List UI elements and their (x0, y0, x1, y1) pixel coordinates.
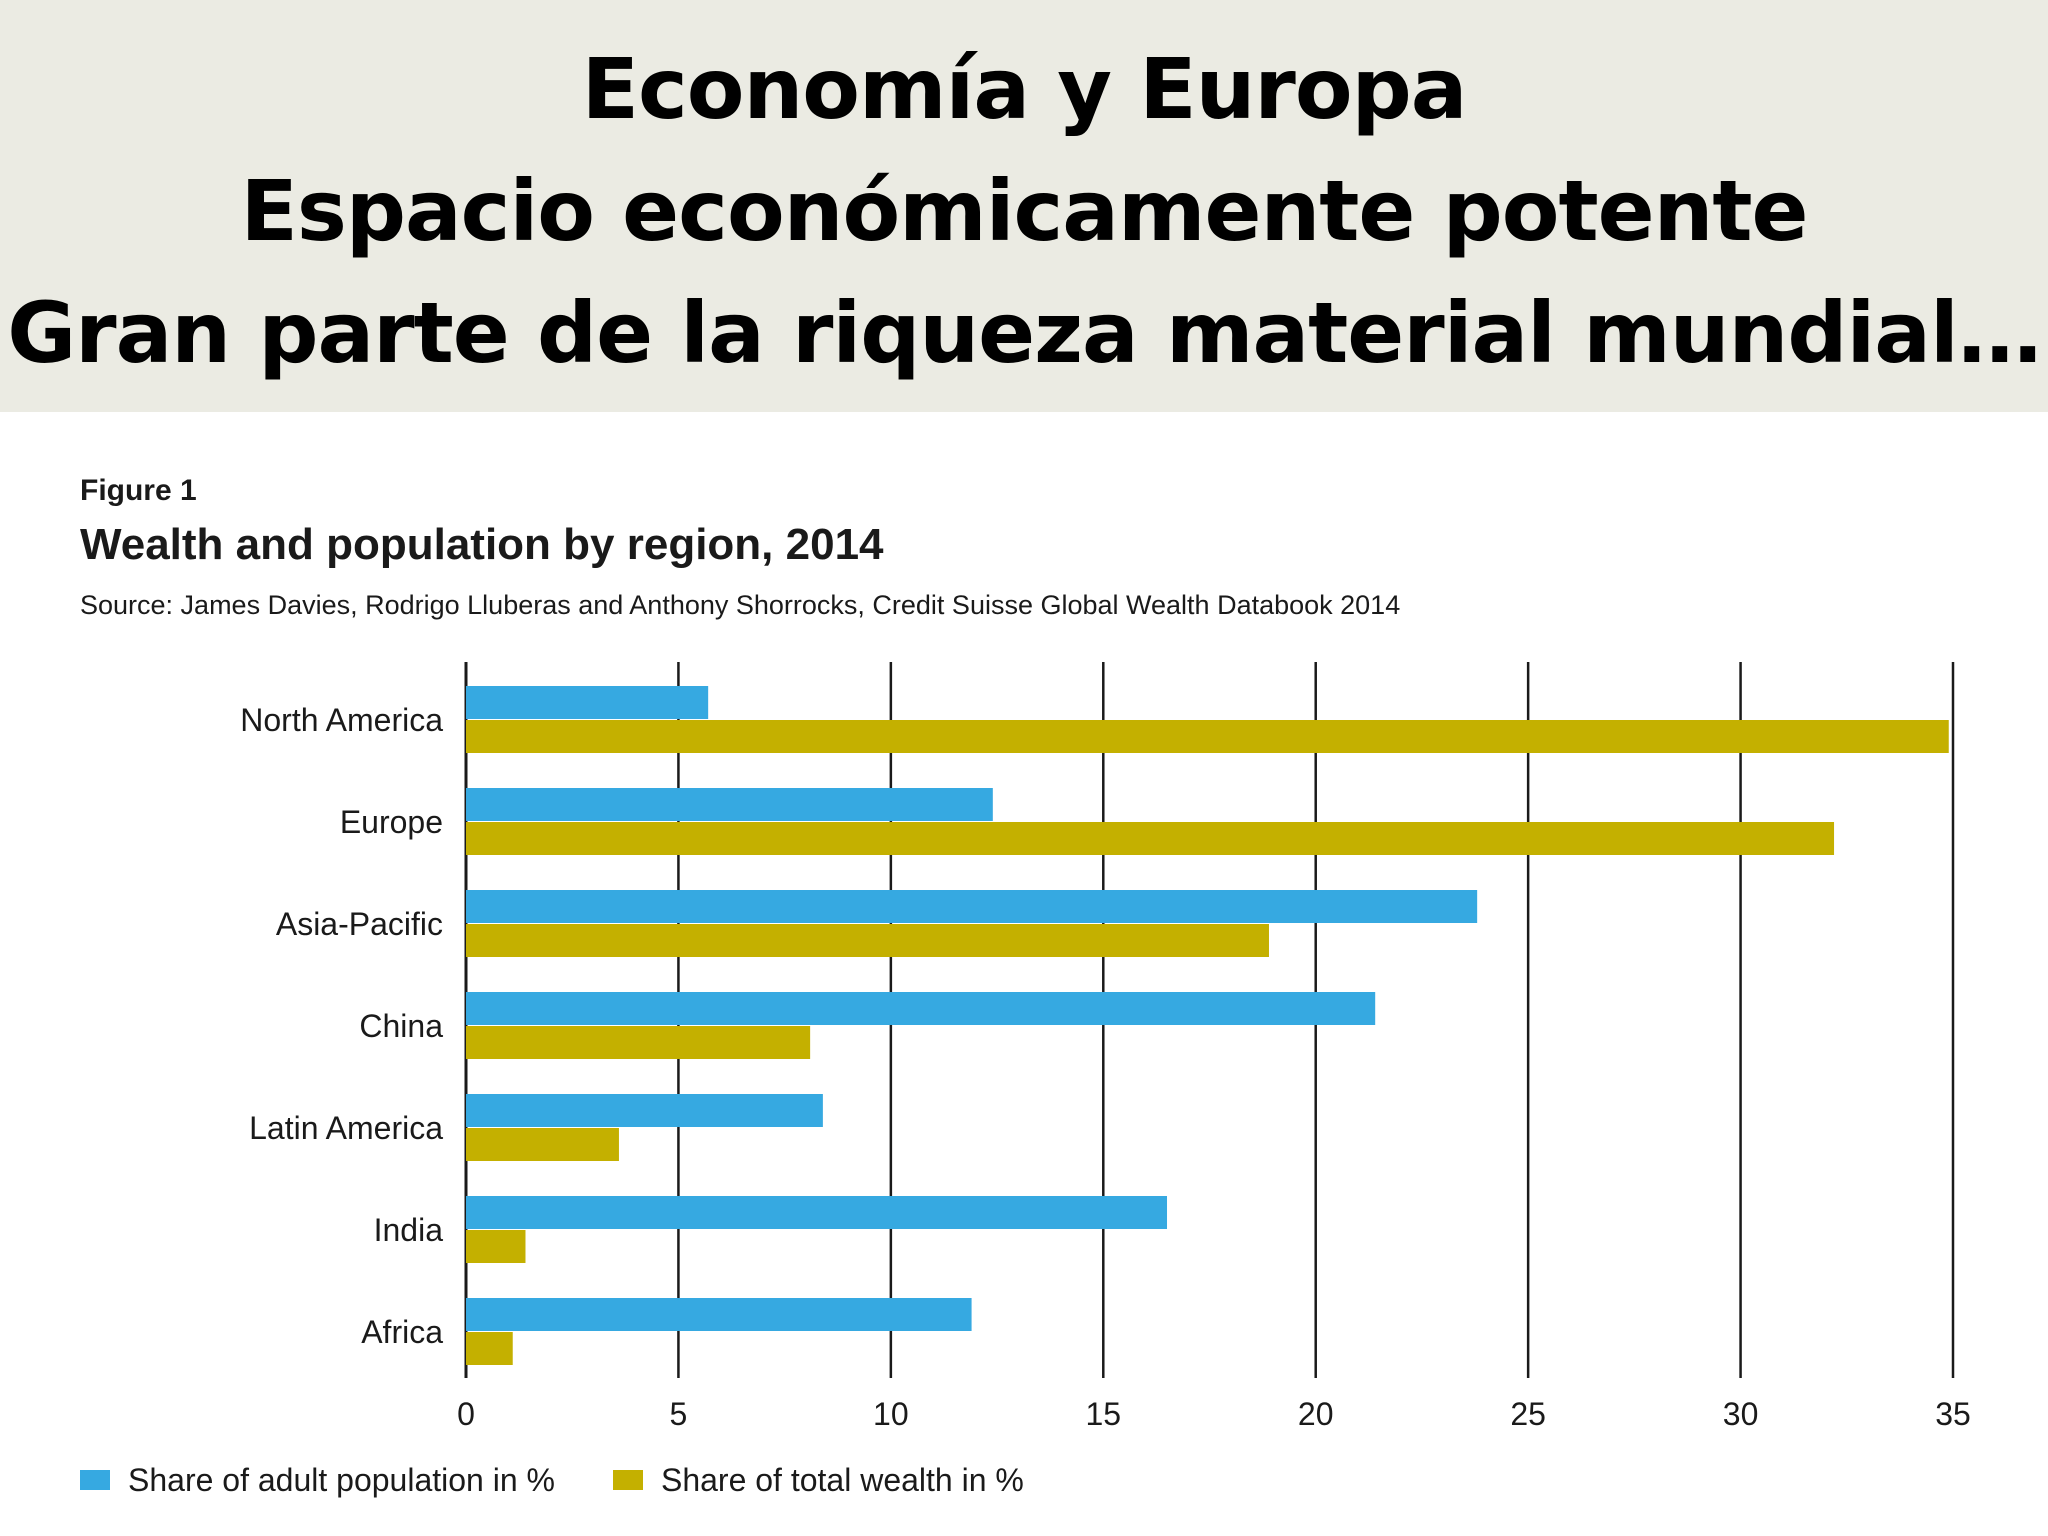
legend-item-wealth: Share of total wealth in % (612, 1461, 1024, 1499)
bar-wealth-india (466, 1230, 526, 1263)
x-tick-label-35: 35 (1935, 1396, 1971, 1432)
legend-item-population: Share of adult population in % (80, 1462, 555, 1499)
bar-wealth-europe (466, 822, 1835, 855)
bar-wealth-china (466, 1026, 811, 1059)
category-label-latin-america: Latin America (249, 1110, 443, 1146)
category-label-india: India (374, 1212, 444, 1248)
bar-population-africa (466, 1298, 972, 1331)
legend-swatch-wealth (612, 1470, 643, 1490)
x-tick-label-15: 15 (1085, 1396, 1121, 1432)
bar-wealth-north-america (466, 720, 1949, 753)
bar-population-india (466, 1196, 1168, 1229)
legend-label-population: Share of adult population in % (128, 1461, 555, 1498)
category-label-north-america: North America (240, 702, 443, 738)
slide-title-line-2: Espacio económicamente potente (240, 162, 1808, 260)
slide-header: Economía y Europa Espacio económicamente… (0, 0, 2048, 412)
bar-population-latin-america (466, 1094, 823, 1127)
category-label-europe: Europe (340, 804, 443, 840)
category-label-china: China (359, 1008, 443, 1044)
slide-title-line-1: Economía y Europa (581, 40, 1468, 138)
bar-wealth-africa (466, 1332, 513, 1365)
bar-population-europe (466, 788, 993, 821)
x-tick-label-20: 20 (1298, 1396, 1334, 1432)
category-label-asia-pacific: Asia-Pacific (276, 906, 443, 942)
bar-population-asia-pacific (466, 890, 1478, 923)
x-tick-label-0: 0 (457, 1396, 475, 1432)
legend-swatch-population (80, 1470, 110, 1490)
x-tick-label-5: 5 (670, 1396, 688, 1432)
legend-label-wealth: Share of total wealth in % (660, 1461, 1024, 1498)
x-tick-label-10: 10 (873, 1396, 909, 1432)
category-label-africa: Africa (361, 1314, 443, 1350)
chart-legend: Share of adult population in % Share of … (80, 1458, 1082, 1502)
chart-title: Wealth and population by region, 2014 (80, 520, 884, 569)
bar-population-china (466, 992, 1376, 1025)
x-tick-label-30: 30 (1723, 1396, 1759, 1432)
chart-source: Source: James Davies, Rodrigo Lluberas a… (80, 590, 1401, 620)
x-tick-label-25: 25 (1510, 1396, 1546, 1432)
bar-population-north-america (466, 686, 709, 719)
bar-wealth-asia-pacific (466, 924, 1269, 957)
bar-wealth-latin-america (466, 1128, 619, 1161)
slide-title-line-3: Gran parte de la riqueza material mundia… (7, 284, 2042, 382)
figure-label: Figure 1 (80, 474, 197, 507)
